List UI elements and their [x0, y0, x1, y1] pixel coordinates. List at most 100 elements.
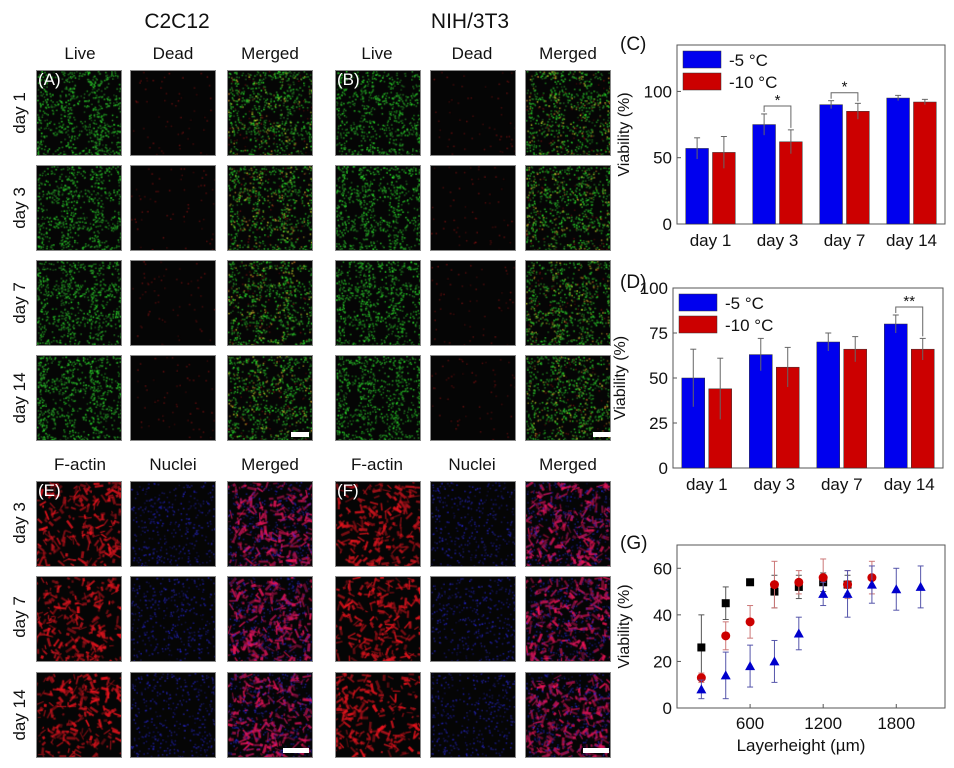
y-tick-label: 0 [663, 699, 672, 718]
micrograph-nih3t3-actin [335, 672, 421, 758]
col-merged-a: Merged [241, 44, 299, 63]
micrograph-c2c12-dead [130, 355, 216, 441]
micrograph-c2c12-nuc [130, 672, 216, 758]
legend-label: -5 °C [725, 294, 764, 313]
micrograph-c2c12-merge [227, 165, 313, 251]
micrograph-c2c12-dead [130, 165, 216, 251]
panel-label-a: (A) [38, 70, 61, 89]
panel-label-d: (D) [620, 272, 647, 293]
plot-frame [676, 44, 946, 225]
col-live-b: Live [361, 44, 393, 63]
micrograph-nih3t3-nuc [430, 672, 516, 758]
panel-label-f: (F) [337, 481, 359, 500]
bar-minus5 [685, 148, 709, 225]
significance-bracket [763, 105, 792, 128]
data-point-circle [818, 573, 828, 583]
y-tick-label: 25 [649, 414, 668, 433]
col-nuclei-e: Nuclei [149, 455, 197, 474]
panel-label-g: (G) [620, 533, 648, 554]
title-c2c12: C2C12 [144, 10, 210, 33]
data-point-square [697, 643, 706, 652]
bar-minus10 [846, 111, 870, 225]
scale-bar [593, 432, 611, 437]
legend-swatch [682, 72, 722, 91]
significance-mark: ** [903, 293, 915, 310]
col-merged-b: Merged [539, 44, 597, 63]
bar-minus10 [913, 101, 937, 225]
x-tick-label: day 3 [753, 475, 795, 494]
scale-bar [291, 432, 309, 437]
significance-bracket [895, 306, 924, 337]
y-tick-label: 40 [653, 606, 672, 625]
micrograph-nih3t3-amerge [525, 576, 611, 662]
micrograph-c2c12-merge [227, 355, 313, 441]
x-axis-label: Layerheight (µm) [737, 736, 866, 755]
micrograph-c2c12-merge [227, 260, 313, 346]
micrograph-nih3t3-dead [430, 355, 516, 441]
col-dead-a: Dead [152, 44, 194, 63]
bar-minus5 [884, 323, 908, 469]
y-axis-label: Viability (%) [612, 336, 629, 420]
x-tick-label: day 14 [884, 475, 935, 494]
bar-minus10 [843, 348, 867, 469]
y-tick-label: 100 [644, 82, 672, 101]
col-factin-e: F-actin [54, 455, 106, 474]
y-tick-label: 50 [649, 369, 668, 388]
y-tick-label: 20 [653, 652, 672, 671]
micrograph-c2c12-nuc [130, 481, 216, 567]
y-tick-label: 0 [663, 215, 672, 234]
col-merged-e: Merged [241, 455, 299, 474]
y-tick-label: 0 [659, 459, 668, 478]
data-point-square [721, 599, 730, 608]
plot-frame [676, 544, 946, 709]
y-tick-label: 60 [653, 559, 672, 578]
data-point-triangle [818, 588, 829, 598]
x-tick-label: day 3 [757, 231, 799, 250]
data-point-circle [769, 580, 779, 590]
micrograph-nih3t3-live [335, 165, 421, 251]
y-tick-label: 100 [640, 279, 668, 298]
micrograph-c2c12-merge [227, 70, 313, 156]
y-tick-label: 50 [653, 149, 672, 168]
x-tick-label: day 7 [821, 475, 863, 494]
x-tick-label: 1200 [804, 714, 842, 733]
panel-label-e: (E) [38, 481, 61, 500]
micrograph-nih3t3-merge [525, 260, 611, 346]
x-tick-label: day 14 [886, 231, 937, 250]
micrograph-nih3t3-actin [335, 576, 421, 662]
x-tick-label: day 1 [690, 231, 732, 250]
bar-minus5 [816, 341, 840, 469]
micrograph-c2c12-amerge [227, 672, 313, 758]
panel-label-c: (C) [620, 34, 647, 55]
micrograph-c2c12-live [36, 70, 122, 156]
data-point-triangle [769, 656, 780, 666]
micrograph-c2c12-actin [36, 576, 122, 662]
bar-minus10 [779, 141, 803, 225]
legend-swatch [678, 293, 718, 312]
col-nuclei-f: Nuclei [448, 455, 496, 474]
micrograph-nih3t3-amerge [525, 481, 611, 567]
micrograph-nih3t3-dead [430, 260, 516, 346]
y-tick-label: 75 [649, 324, 668, 343]
significance-bracket [830, 92, 859, 102]
y-axis-label: Viability (%) [616, 92, 633, 176]
micrograph-nih3t3-merge [525, 355, 611, 441]
data-point-triangle [866, 579, 877, 589]
title-nih3t3: NIH/3T3 [430, 10, 510, 33]
micrograph-c2c12-nuc [130, 576, 216, 662]
micrograph-nih3t3-merge [525, 70, 611, 156]
data-point-square [746, 578, 755, 587]
micrograph-c2c12-dead [130, 70, 216, 156]
bar-minus5 [886, 97, 910, 225]
data-point-circle [721, 631, 731, 641]
legend-label: -5 °C [729, 51, 768, 70]
data-point-triangle [745, 661, 756, 671]
bar-minus5 [819, 104, 843, 225]
micrograph-nih3t3-nuc [430, 481, 516, 567]
data-point-triangle [891, 584, 902, 594]
y-axis-label: Viability (%) [616, 584, 633, 668]
micrograph-nih3t3-nuc [430, 576, 516, 662]
micrograph-nih3t3-live [335, 70, 421, 156]
